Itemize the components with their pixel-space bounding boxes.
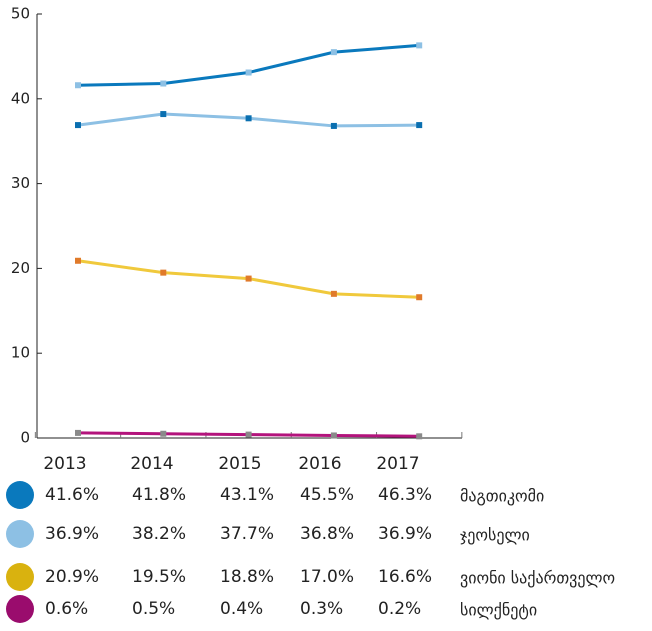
point-marker (330, 290, 337, 297)
y-tick-label: 40 (11, 89, 30, 107)
point-marker (245, 431, 252, 438)
point-marker (245, 275, 252, 282)
value-label: 0.5% (132, 599, 175, 619)
value-label: 36.9% (45, 524, 99, 544)
value-label: 36.8% (300, 524, 354, 544)
value-label: 18.8% (220, 567, 274, 587)
point-marker (416, 433, 423, 440)
y-tick-label: 30 (11, 174, 30, 192)
x-tick-label: 2017 (376, 454, 419, 474)
point-marker (160, 430, 167, 437)
legend-label: სილქნეტი (460, 601, 537, 620)
point-marker (160, 111, 167, 118)
point-marker (75, 429, 81, 436)
y-tick-label: 20 (11, 259, 30, 277)
legend-swatch (6, 520, 34, 548)
value-label: 20.9% (45, 567, 99, 587)
value-label: 36.9% (378, 524, 432, 544)
legend-label: ვიონი საქართველო (460, 569, 615, 588)
point-marker (416, 294, 423, 301)
value-label: 45.5% (300, 485, 354, 505)
x-tick-label: 2013 (43, 454, 86, 474)
value-label: 0.2% (378, 599, 421, 619)
point-marker (330, 122, 337, 129)
point-marker (75, 257, 81, 264)
y-tick-label: 50 (11, 5, 30, 23)
value-label: 41.6% (45, 485, 99, 505)
value-label: 0.3% (300, 599, 343, 619)
point-marker (75, 122, 81, 129)
y-tick-label: 10 (11, 344, 30, 362)
x-tick-label: 2016 (298, 454, 341, 474)
point-marker (330, 49, 337, 56)
x-tick-label: 2015 (218, 454, 261, 474)
value-label: 37.7% (220, 524, 274, 544)
value-label: 16.6% (378, 567, 432, 587)
legend-swatch (6, 595, 34, 623)
legend-label: მაგთიკომი (460, 487, 544, 506)
point-marker (75, 82, 81, 89)
point-marker (416, 122, 423, 129)
legend-swatch (6, 481, 34, 509)
x-tick-label: 2014 (130, 454, 173, 474)
value-label: 17.0% (300, 567, 354, 587)
value-label: 0.6% (45, 599, 88, 619)
value-label: 19.5% (132, 567, 186, 587)
value-label: 43.1% (220, 485, 274, 505)
value-label: 0.4% (220, 599, 263, 619)
point-marker (160, 269, 167, 276)
point-marker (245, 69, 252, 76)
point-marker (245, 115, 252, 122)
value-label: 41.8% (132, 485, 186, 505)
legend-label: ჯეოსელი (460, 526, 530, 545)
series-line (77, 43, 420, 87)
y-tick-label: 0 (20, 429, 30, 447)
point-marker (160, 80, 167, 87)
point-marker (330, 432, 337, 439)
value-label: 38.2% (132, 524, 186, 544)
legend-swatch (6, 563, 34, 591)
point-marker (416, 42, 423, 49)
value-label: 46.3% (378, 485, 432, 505)
